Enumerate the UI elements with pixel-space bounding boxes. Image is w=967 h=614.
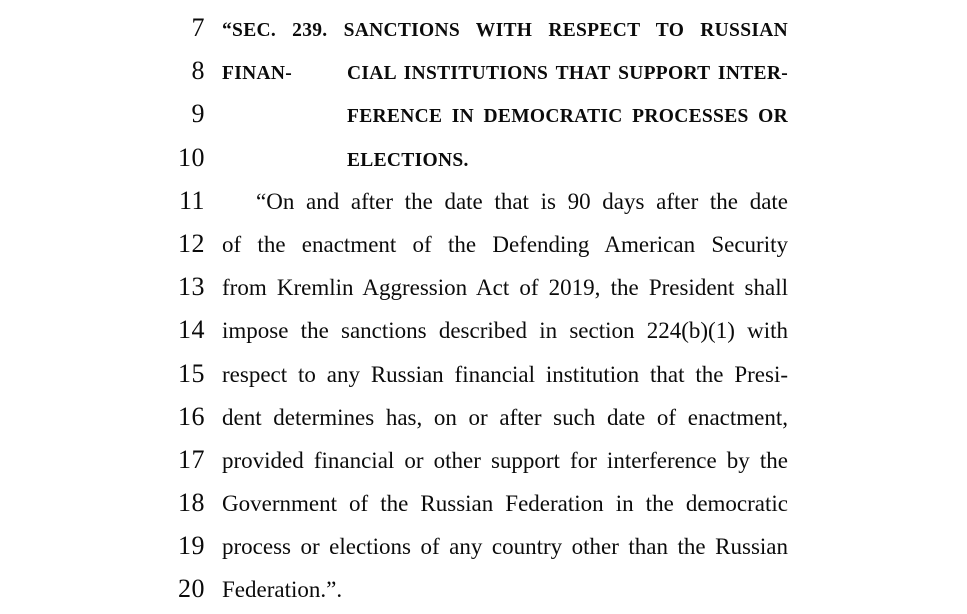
line-number: 18 bbox=[178, 488, 205, 518]
line-number: 10 bbox=[178, 142, 205, 172]
body-text-line: from Kremlin Aggression Act of 2019, the… bbox=[222, 275, 788, 301]
bill-line-row: 11 “On and after the date that is 90 day… bbox=[0, 179, 788, 222]
section-heading-line: FERENCE IN DEMOCRATIC PROCESSES OR bbox=[347, 106, 788, 128]
bill-text-block: 7 “SEC. 239. SANCTIONS WITH RESPECT TO R… bbox=[0, 6, 788, 611]
bill-line-row: 10 ELECTIONS. bbox=[0, 136, 788, 179]
body-text-line: impose the sanctions described in sectio… bbox=[222, 318, 788, 344]
line-number: 19 bbox=[178, 531, 205, 561]
bill-line-row: 9 FERENCE IN DEMOCRATIC PROCESSES OR bbox=[0, 92, 788, 135]
line-number: 12 bbox=[178, 228, 205, 258]
body-text-line: “On and after the date that is 90 days a… bbox=[256, 188, 788, 214]
body-text-line: dent determines has, on or after such da… bbox=[222, 404, 788, 430]
line-number: 8 bbox=[191, 56, 205, 86]
bill-line-row: 17 provided financial or other support f… bbox=[0, 438, 788, 481]
body-text-line: of the enactment of the Defending Americ… bbox=[222, 231, 788, 257]
line-number: 7 bbox=[191, 13, 205, 42]
bill-line-row: 20 Federation.”. bbox=[0, 567, 788, 610]
line-number: 9 bbox=[191, 99, 205, 129]
bill-line-row: 14 impose the sanctions described in sec… bbox=[0, 308, 788, 351]
section-heading-line: CIAL INSTITUTIONS THAT SUPPORT INTER- bbox=[347, 63, 788, 85]
line-number: 11 bbox=[178, 185, 205, 215]
bill-line-row: 12 of the enactment of the Defending Ame… bbox=[0, 222, 788, 265]
body-text-line: respect to any Russian financial institu… bbox=[222, 361, 788, 387]
bill-line-row: 8 CIAL INSTITUTIONS THAT SUPPORT INTER- bbox=[0, 49, 788, 92]
body-text-line: process or elections of any country othe… bbox=[222, 534, 788, 560]
line-number: 20 bbox=[178, 574, 205, 604]
section-heading-line: ELECTIONS. bbox=[347, 149, 469, 171]
bill-line-row: 16 dent determines has, on or after such… bbox=[0, 395, 788, 438]
section-heading-line: “SEC. 239. SANCTIONS WITH RESPECT TO RUS… bbox=[222, 20, 788, 85]
body-text-line: provided financial or other support for … bbox=[222, 447, 788, 473]
bill-line-row: 15 respect to any Russian financial inst… bbox=[0, 352, 788, 395]
line-number: 17 bbox=[178, 444, 205, 474]
line-number: 15 bbox=[178, 358, 205, 388]
bill-line-row: 7 “SEC. 239. SANCTIONS WITH RESPECT TO R… bbox=[0, 6, 788, 84]
body-text-line: Government of the Russian Federation in … bbox=[222, 491, 788, 517]
body-text-line: Federation.”. bbox=[222, 577, 343, 603]
bill-line-row: 13 from Kremlin Aggression Act of 2019, … bbox=[0, 265, 788, 308]
line-number: 14 bbox=[178, 315, 205, 345]
bill-line-row: 18 Government of the Russian Federation … bbox=[0, 481, 788, 524]
bill-line-row: 19 process or elections of any country o… bbox=[0, 524, 788, 567]
line-number: 16 bbox=[178, 401, 205, 431]
line-number: 13 bbox=[178, 272, 205, 302]
